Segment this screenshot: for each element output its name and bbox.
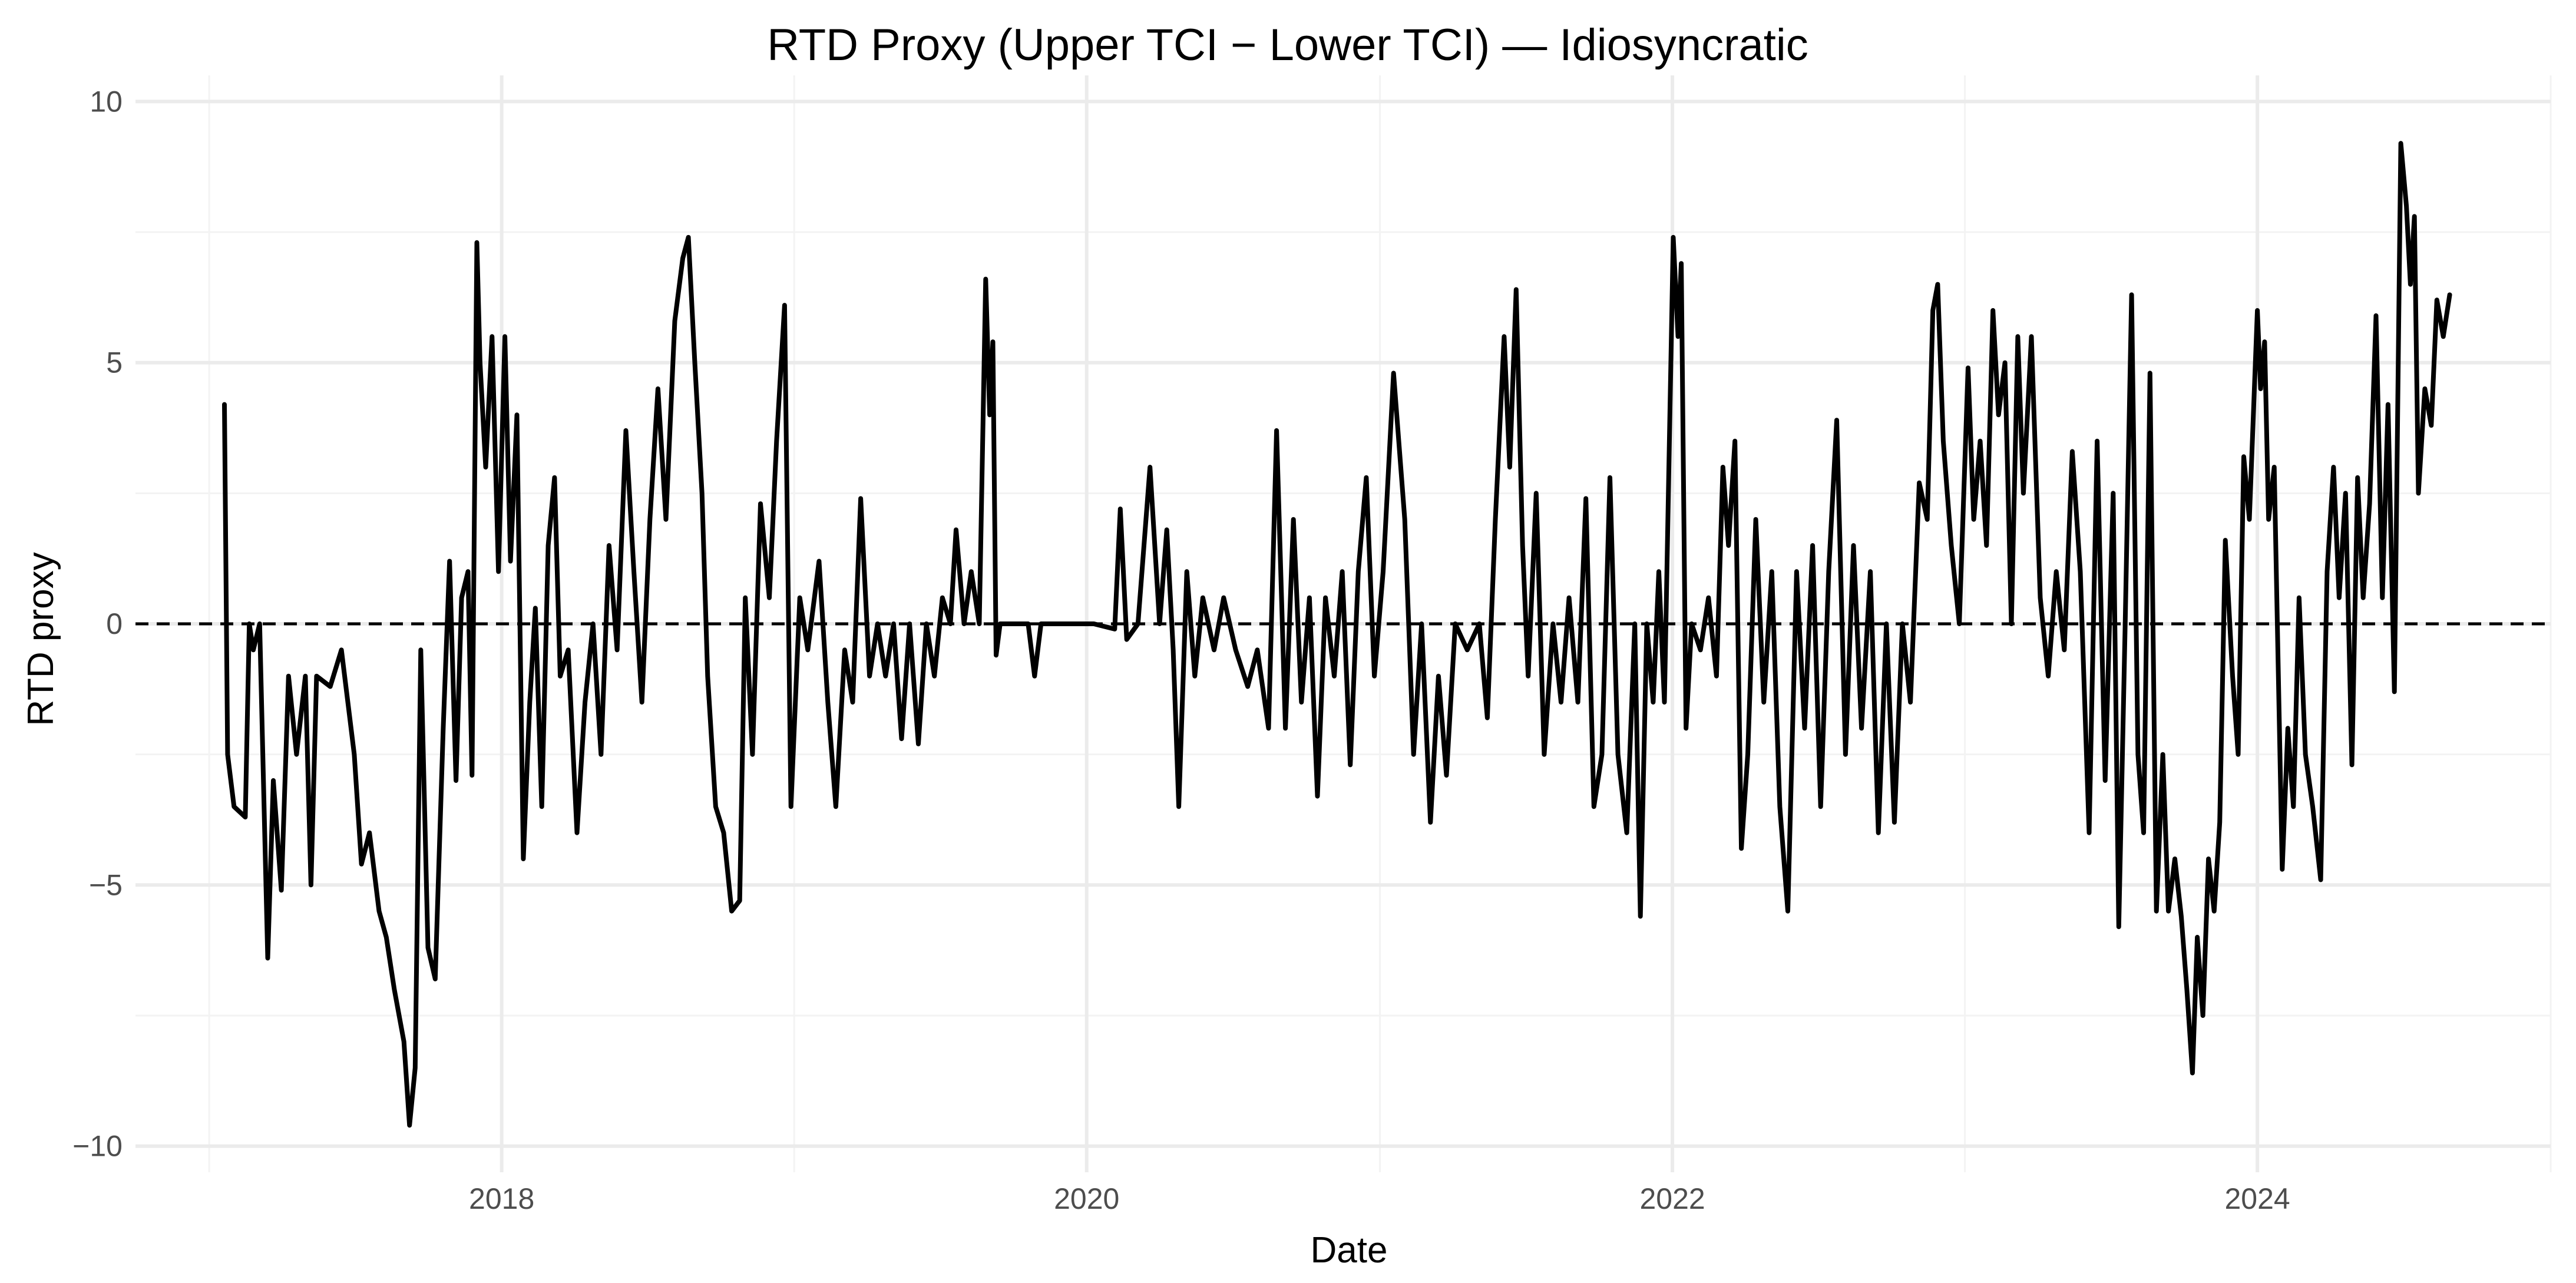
x-axis-title: Date [1311, 1230, 1388, 1271]
y-tick-label: −5 [89, 868, 123, 901]
y-tick-label: −10 [72, 1130, 123, 1163]
tick-layer: 10 5 0 −5 −10 2018 2020 2022 2024 [72, 85, 2290, 1215]
y-tick-label: 0 [106, 607, 123, 640]
rtd-proxy-series-line [222, 141, 2452, 1128]
x-tick-label: 2020 [1054, 1182, 1119, 1215]
y-axis-title: RTD proxy [21, 552, 61, 726]
y-tick-label: 10 [90, 85, 123, 118]
chart-title: RTD Proxy (Upper TCI − Lower TCI) — Idio… [767, 20, 1808, 70]
y-tick-label: 5 [106, 346, 123, 379]
x-tick-label: 2018 [469, 1182, 534, 1215]
x-tick-label: 2022 [1639, 1182, 1705, 1215]
series-layer [222, 141, 2452, 1128]
x-tick-label: 2024 [2225, 1182, 2290, 1215]
